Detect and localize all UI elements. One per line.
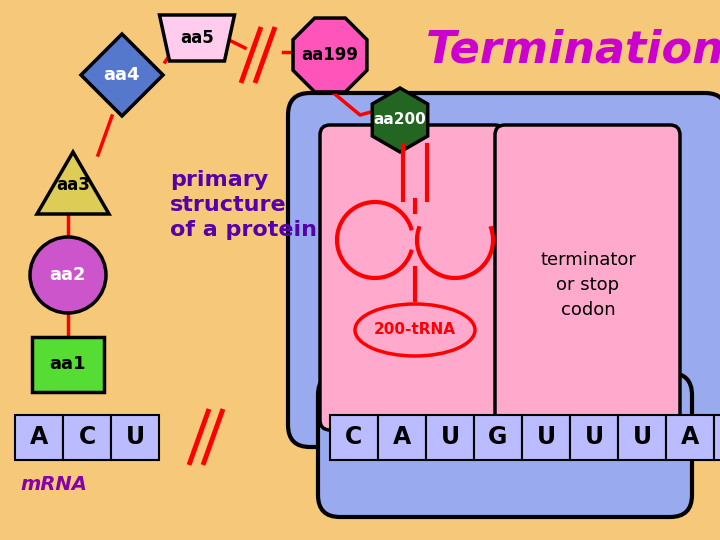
Text: G: G xyxy=(488,426,508,449)
FancyBboxPatch shape xyxy=(318,373,692,517)
Circle shape xyxy=(30,237,106,313)
FancyBboxPatch shape xyxy=(378,415,426,460)
FancyBboxPatch shape xyxy=(618,415,666,460)
Text: 200-tRNA: 200-tRNA xyxy=(374,322,456,338)
Polygon shape xyxy=(81,34,163,116)
Text: U: U xyxy=(441,426,459,449)
FancyBboxPatch shape xyxy=(714,415,720,460)
FancyBboxPatch shape xyxy=(330,415,378,460)
Text: A: A xyxy=(30,426,48,449)
Polygon shape xyxy=(160,15,235,61)
Text: terminator
or stop
codon: terminator or stop codon xyxy=(540,251,636,319)
Text: C: C xyxy=(346,426,363,449)
Polygon shape xyxy=(37,152,109,214)
Text: U: U xyxy=(536,426,556,449)
Text: aa2: aa2 xyxy=(50,266,86,284)
Text: aa199: aa199 xyxy=(302,46,359,64)
Polygon shape xyxy=(293,18,367,92)
FancyBboxPatch shape xyxy=(320,125,505,430)
FancyBboxPatch shape xyxy=(570,415,618,460)
Text: C: C xyxy=(78,426,96,449)
FancyBboxPatch shape xyxy=(15,415,63,460)
Text: aa3: aa3 xyxy=(56,176,90,194)
FancyBboxPatch shape xyxy=(495,125,680,430)
Text: U: U xyxy=(632,426,652,449)
Text: mRNA: mRNA xyxy=(20,475,87,494)
FancyBboxPatch shape xyxy=(111,415,159,460)
Text: U: U xyxy=(125,426,145,449)
Text: aa200: aa200 xyxy=(374,112,426,127)
FancyBboxPatch shape xyxy=(666,415,714,460)
FancyBboxPatch shape xyxy=(474,415,522,460)
FancyBboxPatch shape xyxy=(522,415,570,460)
Text: Termination: Termination xyxy=(426,29,720,71)
Text: aa4: aa4 xyxy=(104,66,140,84)
Text: aa5: aa5 xyxy=(180,29,214,47)
FancyBboxPatch shape xyxy=(288,93,720,447)
Text: U: U xyxy=(585,426,603,449)
Text: A: A xyxy=(393,426,411,449)
Text: aa1: aa1 xyxy=(50,355,86,373)
Polygon shape xyxy=(372,88,428,152)
Text: primary
structure
of a protein: primary structure of a protein xyxy=(170,170,317,240)
FancyBboxPatch shape xyxy=(63,415,111,460)
FancyBboxPatch shape xyxy=(426,415,474,460)
Text: A: A xyxy=(681,426,699,449)
FancyBboxPatch shape xyxy=(32,337,104,392)
Ellipse shape xyxy=(355,304,475,356)
